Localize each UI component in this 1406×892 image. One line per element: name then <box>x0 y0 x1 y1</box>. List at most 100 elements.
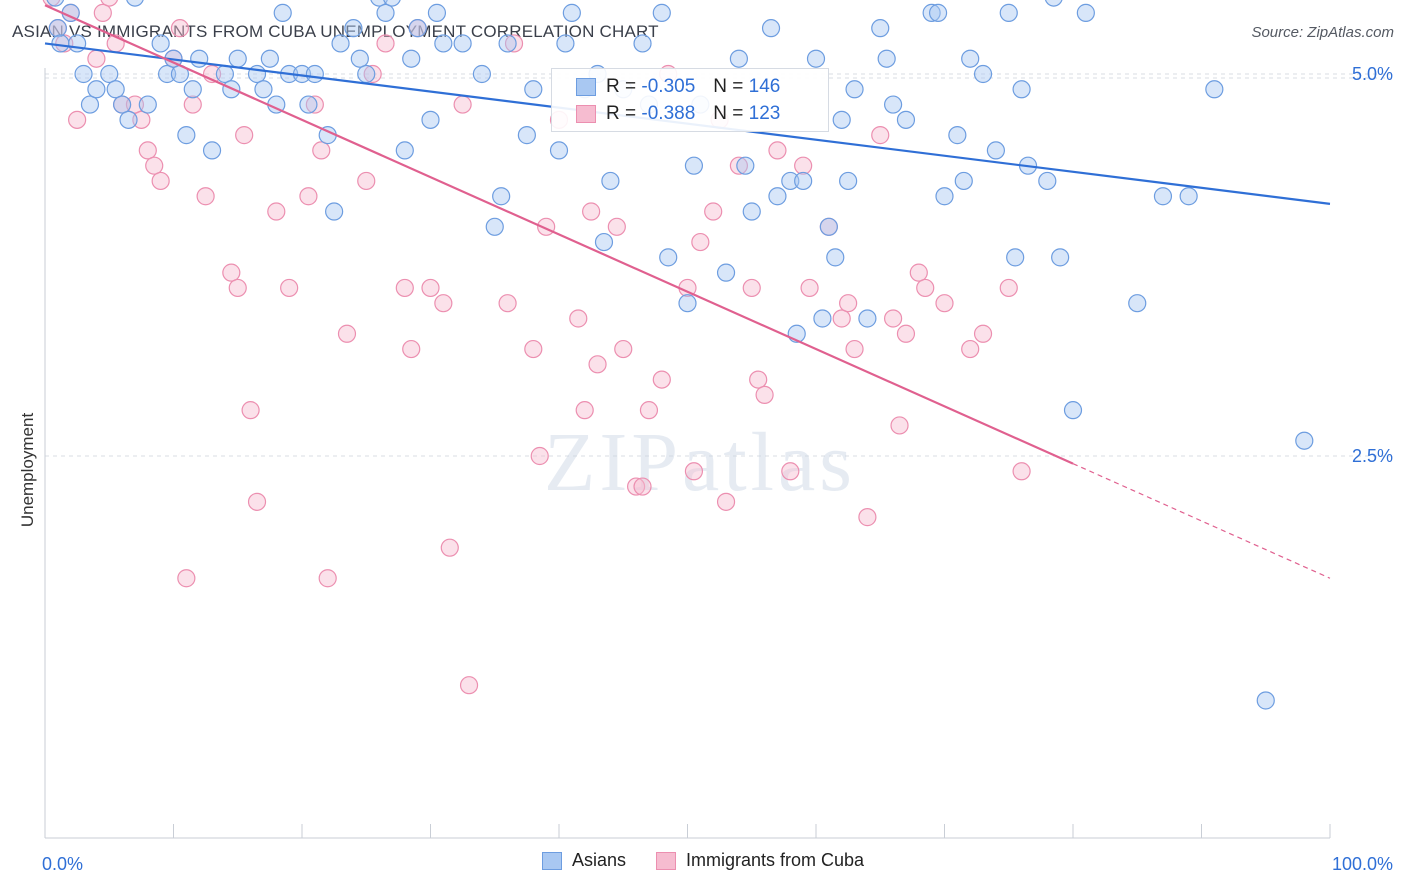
asians-point <box>492 187 511 206</box>
cuba-point <box>716 492 736 511</box>
cuba-point <box>151 171 170 191</box>
asians-point <box>652 3 671 22</box>
asians-point <box>177 126 196 145</box>
asians-point <box>51 34 70 53</box>
legend-n-value: 123 <box>748 103 781 124</box>
cuba-point <box>504 34 524 53</box>
cuba-point <box>858 508 877 527</box>
asians-point <box>190 49 209 68</box>
asians-point <box>1006 248 1025 267</box>
x-tick-label: 0.0% <box>42 854 83 874</box>
series-legend: Asians Immigrants from Cuba <box>0 850 1406 871</box>
asians-point <box>729 49 749 68</box>
cuba-point <box>755 385 774 404</box>
cuba-point <box>652 370 671 389</box>
legend-item-asians[interactable]: Asians <box>541 850 626 871</box>
asians-point <box>845 80 864 99</box>
cuba-point <box>961 339 980 359</box>
asians-point <box>427 3 447 22</box>
cuba-point <box>999 278 1018 298</box>
asians-point <box>350 49 369 68</box>
cuba-point <box>626 477 646 496</box>
asians-point <box>839 171 858 191</box>
asians-point <box>151 34 170 53</box>
cuba-point <box>883 309 903 328</box>
cuba-point <box>402 339 421 359</box>
asians-point <box>935 187 954 206</box>
cuba-point <box>337 324 357 343</box>
asians-point <box>819 217 838 236</box>
asians-point <box>485 217 504 236</box>
cuba-point <box>794 156 813 175</box>
asians-point <box>524 80 543 99</box>
cuba-point <box>639 401 659 420</box>
asians-point <box>1076 3 1095 22</box>
asians-point <box>1179 187 1198 206</box>
stats-legend: R = -0.305 N = 146 R = -0.388 N = 123 <box>551 68 829 132</box>
asians-point <box>1063 401 1083 420</box>
cuba-point <box>607 217 626 236</box>
asians-point <box>434 34 453 53</box>
cuba-point <box>691 232 710 252</box>
cuba-point <box>498 294 517 313</box>
asians-point <box>813 309 832 328</box>
cuba-point <box>871 126 890 145</box>
legend-row-cuba: R = -0.388 N = 123 <box>576 101 780 127</box>
cuba-trend-extension <box>1072 463 1331 579</box>
cuba-point <box>222 263 241 282</box>
cuba-point <box>196 187 215 206</box>
asians-point <box>794 171 813 191</box>
watermark: ZIPatlas <box>544 416 856 509</box>
cuba-point <box>973 324 993 343</box>
legend-n-label: N = <box>713 76 744 97</box>
legend-item-cuba[interactable]: Immigrants from Cuba <box>655 850 864 871</box>
cuba-point <box>1012 462 1031 481</box>
asians-point <box>736 156 755 175</box>
cuba-point <box>363 64 382 84</box>
cuba-point <box>228 278 247 298</box>
asians-point <box>183 80 202 99</box>
legend-r-value: -0.388 <box>641 103 696 124</box>
cuba-point <box>729 156 749 175</box>
asians-point <box>986 141 1006 160</box>
cuba-point <box>742 278 761 298</box>
cuba-point <box>376 34 395 53</box>
cuba-point <box>357 171 376 191</box>
cuba-point <box>916 278 935 298</box>
legend-swatch-asians <box>541 851 562 870</box>
cuba-point <box>575 401 594 420</box>
asians-point <box>344 19 363 38</box>
legend-r-value: -0.305 <box>641 76 696 97</box>
asians-point <box>46 0 65 7</box>
cuba-point <box>177 569 196 588</box>
legend-label-asians: Asians <box>571 850 626 870</box>
asians-point <box>119 110 138 129</box>
cuba-point <box>935 294 954 313</box>
asians-point <box>260 49 279 68</box>
asians-point <box>928 3 948 22</box>
cuba-point <box>800 278 819 298</box>
cuba-point <box>145 156 164 175</box>
asians-point <box>948 126 967 145</box>
cuba-point <box>125 95 145 114</box>
axes <box>44 68 1331 839</box>
cuba-point <box>132 110 151 129</box>
legend-swatch-cuba <box>655 851 676 870</box>
asians-point <box>1128 294 1147 313</box>
asians-point <box>1295 431 1314 450</box>
asians-point <box>517 126 536 145</box>
cuba-point <box>845 339 864 359</box>
cuba-point <box>170 19 190 38</box>
tick-labels: 2.5%5.0%7.5%10.0%0.0%100.0% <box>42 64 1393 874</box>
asians-point <box>357 64 376 84</box>
asians-point <box>305 64 324 84</box>
asians-point <box>922 3 941 22</box>
cuba-point <box>55 34 74 53</box>
cuba-point <box>421 278 440 298</box>
asians-point <box>112 95 132 114</box>
cuba-point <box>896 324 916 343</box>
cuba-point <box>839 294 858 313</box>
asians-point <box>87 80 106 99</box>
cuba-point <box>183 95 202 114</box>
asians-point <box>556 34 575 53</box>
